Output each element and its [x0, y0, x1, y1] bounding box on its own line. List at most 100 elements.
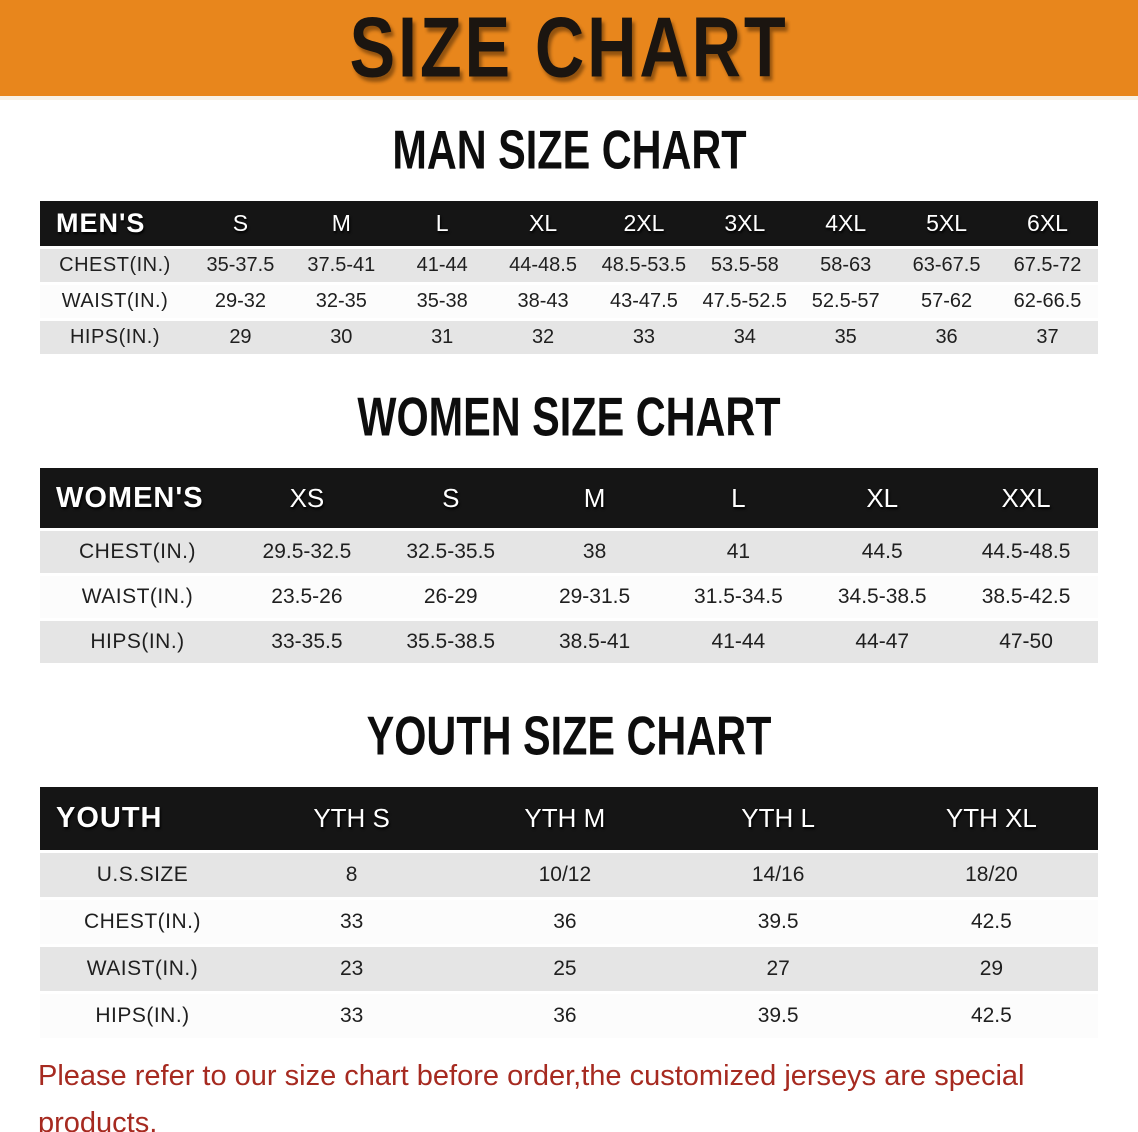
- size-cell: 30: [290, 321, 392, 354]
- size-column-header: XL: [810, 468, 955, 528]
- size-cell: 38: [522, 531, 667, 573]
- row-label: CHEST(IN.): [40, 531, 235, 573]
- row-label: HIPS(IN.): [40, 621, 235, 663]
- size-cell: 36: [458, 994, 672, 1038]
- size-column-header: 3XL: [694, 201, 796, 246]
- banner-title: SIZE CHART: [349, 0, 789, 96]
- size-cell: 29: [884, 947, 1098, 991]
- measurement-row: HIPS(IN.) 29 30 31 32 33 34 35 36 37: [40, 321, 1098, 354]
- size-cell: 35-38: [391, 285, 493, 318]
- size-cell: 44-48.5: [492, 249, 594, 282]
- size-cell: 52.5-57: [795, 285, 897, 318]
- table-corner-label: YOUTH: [40, 787, 245, 850]
- measurement-row: WAIST(IN.) 23 25 27 29: [40, 947, 1098, 991]
- size-cell: 29-32: [190, 285, 291, 318]
- size-cell: 42.5: [884, 994, 1098, 1038]
- size-chart-banner: SIZE CHART: [0, 0, 1138, 100]
- section-men: MAN SIZE CHART MEN'S S M L XL 2XL 3XL 4X…: [0, 100, 1138, 357]
- measurement-row: HIPS(IN.) 33 36 39.5 42.5: [40, 994, 1098, 1038]
- size-cell: 38-43: [492, 285, 594, 318]
- size-cell: 14/16: [671, 853, 885, 897]
- size-column-header: YTH XL: [884, 787, 1098, 850]
- size-cell: 29-31.5: [522, 576, 667, 618]
- size-cell: 18/20: [884, 853, 1098, 897]
- men-section-heading: MAN SIZE CHART: [391, 118, 747, 181]
- size-cell: 41-44: [666, 621, 811, 663]
- row-label: U.S.SIZE: [40, 853, 245, 897]
- size-cell: 62-66.5: [997, 285, 1098, 318]
- measurement-row: CHEST(IN.) 33 36 39.5 42.5: [40, 900, 1098, 944]
- size-cell: 58-63: [795, 249, 897, 282]
- row-label: WAIST(IN.): [40, 285, 190, 318]
- size-cell: 67.5-72: [997, 249, 1098, 282]
- row-label: WAIST(IN.): [40, 576, 235, 618]
- size-cell: 32-35: [290, 285, 392, 318]
- size-column-header: M: [522, 468, 667, 528]
- size-cell: 41: [666, 531, 811, 573]
- size-cell: 35-37.5: [190, 249, 291, 282]
- size-cell: 34: [694, 321, 796, 354]
- size-cell: 39.5: [671, 900, 885, 944]
- size-cell: 48.5-53.5: [593, 249, 695, 282]
- measurement-row: WAIST(IN.) 29-32 32-35 35-38 38-43 43-47…: [40, 285, 1098, 318]
- row-label: CHEST(IN.): [40, 249, 190, 282]
- size-cell: 10/12: [458, 853, 672, 897]
- size-cell: 33: [593, 321, 695, 354]
- row-label: HIPS(IN.): [40, 321, 190, 354]
- size-column-header: XS: [235, 468, 379, 528]
- size-cell: 38.5-42.5: [954, 576, 1098, 618]
- women-section-heading: WOMEN SIZE CHART: [357, 385, 781, 448]
- section-women: WOMEN SIZE CHART WOMEN'S XS S M L XL XXL…: [0, 357, 1138, 666]
- section-youth: YOUTH SIZE CHART YOUTH YTH S YTH M YTH L…: [0, 666, 1138, 1041]
- size-column-header: 4XL: [795, 201, 897, 246]
- measurement-row: HIPS(IN.) 33-35.5 35.5-38.5 38.5-41 41-4…: [40, 621, 1098, 663]
- table-corner-label: MEN'S: [40, 201, 190, 246]
- row-label: WAIST(IN.): [40, 947, 245, 991]
- size-cell: 35: [795, 321, 897, 354]
- disclaimer-text: Please refer to our size chart before or…: [0, 1053, 1138, 1132]
- size-cell: 32: [492, 321, 594, 354]
- row-label: CHEST(IN.): [40, 900, 245, 944]
- size-cell: 36: [896, 321, 997, 354]
- size-column-header: XXL: [954, 468, 1098, 528]
- disclaimer-line-1: Please refer to our size chart before or…: [38, 1060, 1025, 1132]
- size-cell: 26-29: [378, 576, 523, 618]
- size-cell: 44.5: [810, 531, 955, 573]
- size-column-header: S: [378, 468, 523, 528]
- size-cell: 32.5-35.5: [378, 531, 523, 573]
- size-cell: 8: [245, 853, 459, 897]
- measurement-row: WAIST(IN.) 23.5-26 26-29 29-31.5 31.5-34…: [40, 576, 1098, 618]
- size-cell: 57-62: [896, 285, 997, 318]
- size-cell: 33-35.5: [235, 621, 379, 663]
- size-column-header: XL: [492, 201, 594, 246]
- size-cell: 31: [391, 321, 493, 354]
- table-corner-label: WOMEN'S: [40, 468, 235, 528]
- size-column-header: 5XL: [896, 201, 997, 246]
- size-cell: 38.5-41: [522, 621, 667, 663]
- table-header-row: MEN'S S M L XL 2XL 3XL 4XL 5XL 6XL: [40, 201, 1098, 246]
- size-column-header: YTH L: [671, 787, 885, 850]
- size-column-header: YTH M: [458, 787, 672, 850]
- row-label: HIPS(IN.): [40, 994, 245, 1038]
- size-cell: 39.5: [671, 994, 885, 1038]
- size-cell: 29.5-32.5: [235, 531, 379, 573]
- size-cell: 31.5-34.5: [666, 576, 811, 618]
- size-cell: 36: [458, 900, 672, 944]
- size-cell: 34.5-38.5: [810, 576, 955, 618]
- size-cell: 23.5-26: [235, 576, 379, 618]
- size-cell: 53.5-58: [694, 249, 796, 282]
- measurement-row: CHEST(IN.) 35-37.5 37.5-41 41-44 44-48.5…: [40, 249, 1098, 282]
- size-cell: 63-67.5: [896, 249, 997, 282]
- size-cell: 33: [245, 900, 459, 944]
- size-column-header: L: [391, 201, 493, 246]
- mens-size-table: MEN'S S M L XL 2XL 3XL 4XL 5XL 6XL CHEST…: [40, 198, 1098, 357]
- size-column-header: S: [190, 201, 291, 246]
- table-header-row: YOUTH YTH S YTH M YTH L YTH XL: [40, 787, 1098, 850]
- size-column-header: L: [666, 468, 811, 528]
- size-cell: 43-47.5: [593, 285, 695, 318]
- size-cell: 33: [245, 994, 459, 1038]
- youth-section-heading: YOUTH SIZE CHART: [366, 704, 772, 767]
- table-header-row: WOMEN'S XS S M L XL XXL: [40, 468, 1098, 528]
- size-cell: 42.5: [884, 900, 1098, 944]
- size-column-header: 6XL: [997, 201, 1098, 246]
